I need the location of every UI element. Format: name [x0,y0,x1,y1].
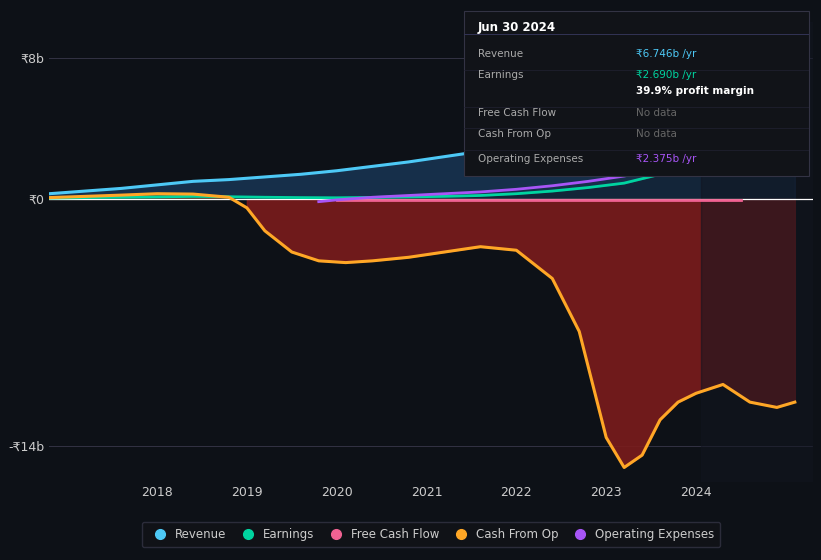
Text: No data: No data [636,129,677,139]
Text: ₹6.746b /yr: ₹6.746b /yr [636,49,697,59]
Text: Cash From Op: Cash From Op [478,129,551,139]
Text: ₹2.690b /yr: ₹2.690b /yr [636,70,696,80]
Text: Operating Expenses: Operating Expenses [478,154,583,164]
Text: Free Cash Flow: Free Cash Flow [478,108,556,118]
Text: 39.9% profit margin: 39.9% profit margin [636,86,754,96]
Text: Earnings: Earnings [478,70,523,80]
Text: ₹2.375b /yr: ₹2.375b /yr [636,154,697,164]
Legend: Revenue, Earnings, Free Cash Flow, Cash From Op, Operating Expenses: Revenue, Earnings, Free Cash Flow, Cash … [142,522,720,547]
Text: Revenue: Revenue [478,49,523,59]
Text: Jun 30 2024: Jun 30 2024 [478,21,556,34]
FancyBboxPatch shape [464,11,809,176]
Text: No data: No data [636,108,677,118]
Bar [700,22,813,482]
